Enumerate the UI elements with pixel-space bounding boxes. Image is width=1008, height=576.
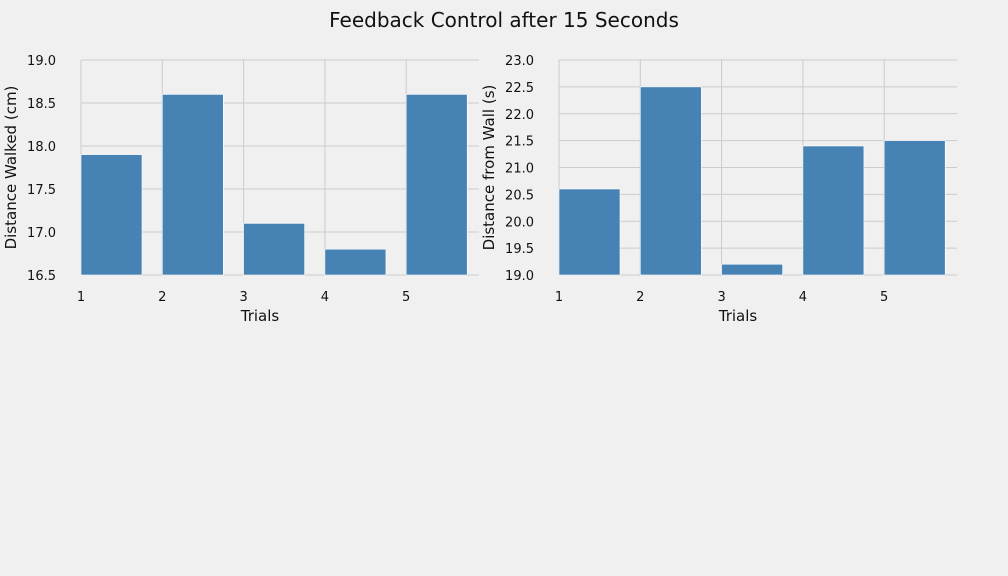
y-tick-label: 19.5 — [505, 242, 534, 257]
y-tick-label: 20.5 — [505, 188, 534, 203]
y-tick-label: 18.0 — [27, 140, 56, 155]
x-axis-label: Trials — [718, 307, 758, 325]
y-tick-label: 19.0 — [27, 54, 56, 69]
bar — [883, 140, 946, 276]
bar — [558, 188, 621, 276]
x-tick-label: 2 — [636, 290, 644, 305]
bar — [243, 223, 305, 276]
bar — [721, 263, 783, 276]
bar — [405, 94, 468, 276]
bar — [162, 94, 224, 276]
x-tick-label: 4 — [799, 290, 807, 305]
bar — [80, 154, 143, 276]
x-tick-label: 3 — [717, 290, 725, 305]
x-tick-label: 5 — [402, 290, 410, 305]
y-tick-label: 22.5 — [505, 81, 534, 96]
bar — [802, 145, 865, 276]
y-tick-label: 19.0 — [505, 269, 534, 284]
y-tick-label: 23.0 — [505, 54, 534, 69]
y-tick-label: 17.5 — [27, 183, 56, 198]
x-axis-label: Trials — [240, 307, 280, 325]
y-tick-label: 21.0 — [505, 162, 534, 177]
figure-title: Feedback Control after 15 Seconds — [329, 8, 679, 32]
y-tick-label: 18.5 — [27, 97, 56, 112]
x-tick-label: 1 — [555, 290, 563, 305]
x-tick-label: 3 — [239, 290, 247, 305]
x-tick-label: 5 — [880, 290, 888, 305]
bar — [639, 86, 702, 276]
y-tick-label: 20.0 — [505, 215, 534, 230]
x-tick-label: 2 — [158, 290, 166, 305]
x-tick-label: 4 — [321, 290, 329, 305]
bar — [324, 248, 387, 276]
y-axis-label: Distance from Wall (s) — [480, 85, 498, 251]
y-tick-label: 16.5 — [27, 269, 56, 284]
y-axis-label: Distance Walked (cm) — [2, 86, 20, 250]
y-tick-label: 17.0 — [27, 226, 56, 241]
y-tick-label: 21.5 — [505, 135, 534, 150]
y-tick-label: 22.0 — [505, 108, 534, 123]
x-tick-label: 1 — [77, 290, 85, 305]
